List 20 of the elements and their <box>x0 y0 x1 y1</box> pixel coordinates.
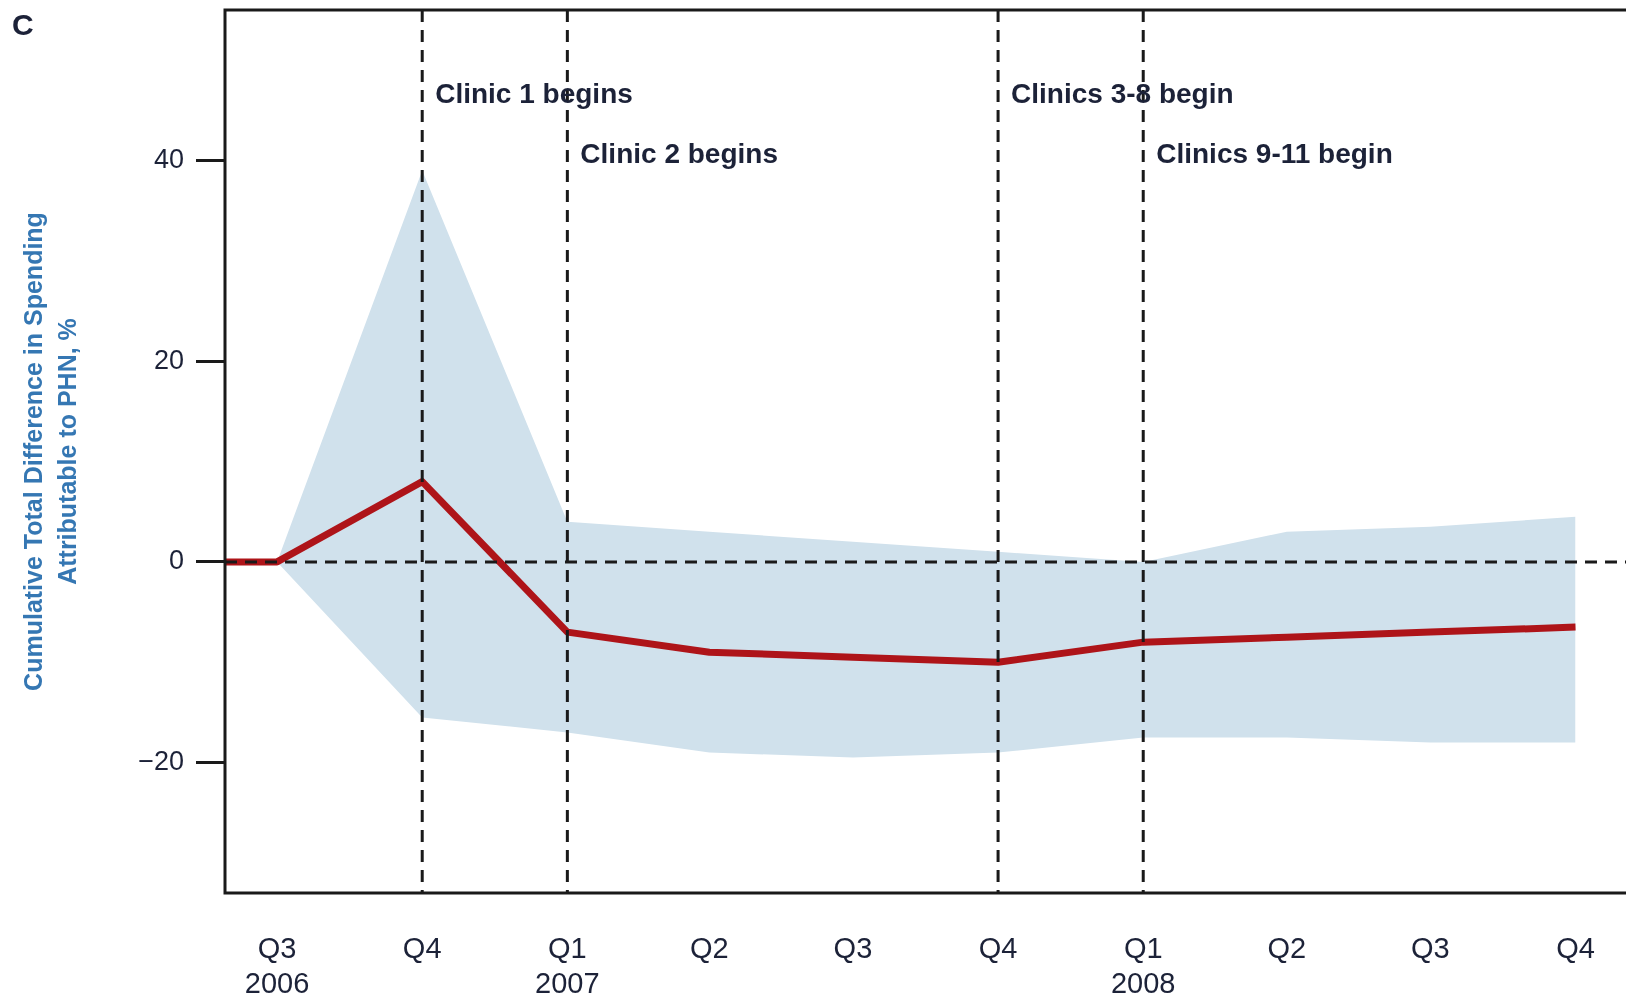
x-tick-label: Q3 <box>1411 932 1450 965</box>
chart-title: C <box>12 8 34 42</box>
x-tick-label: Q4 <box>1556 932 1595 965</box>
x-tick-label: Q4 <box>978 932 1018 965</box>
y-tick-label: −20 <box>138 746 184 777</box>
ref-line-label: Clinics 3-8 begin <box>1011 77 1234 109</box>
ref-line-label: Clinics 9-11 begin <box>1156 137 1393 169</box>
ref-line-label: Clinic 1 begins <box>435 77 633 109</box>
y-axis-title: Cumulative Total Difference in Spending Attributable to PHN, % <box>18 212 81 691</box>
x-tick-label: Q3 2006 <box>244 932 310 1000</box>
x-tick-label: Q1 2007 <box>535 932 600 1000</box>
x-tick-label: Q2 <box>1267 932 1307 965</box>
x-tick-label: Q1 2008 <box>1110 932 1176 1000</box>
y-tick-label: 0 <box>168 545 184 576</box>
ref-line-label: Clinic 2 begins <box>580 137 778 169</box>
x-tick-label: Q4 <box>402 932 442 965</box>
x-tick-label: Q2 <box>690 932 729 965</box>
y-tick-label: 20 <box>153 344 184 375</box>
x-tick-label: Q3 <box>833 932 873 965</box>
y-tick-label: 40 <box>153 143 184 174</box>
